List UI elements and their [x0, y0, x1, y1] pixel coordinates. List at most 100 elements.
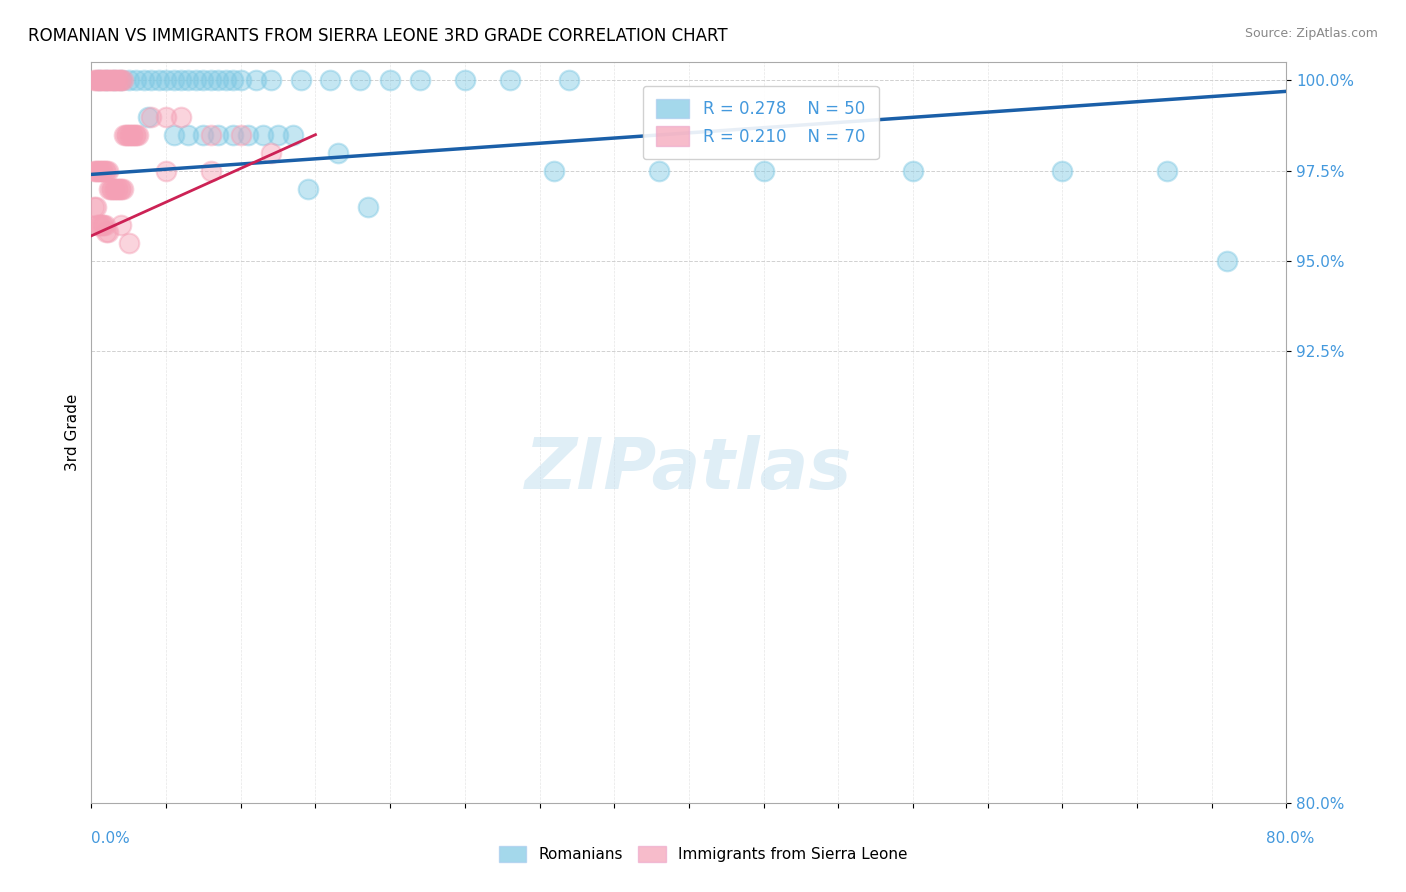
Point: [200, 73, 222, 87]
Point: [259, 73, 281, 87]
Point: [104, 73, 127, 87]
Point: [215, 73, 238, 87]
Point: [319, 73, 342, 87]
Point: [193, 128, 215, 142]
Point: [267, 128, 290, 142]
Point: [89, 73, 111, 87]
Point: [108, 182, 131, 196]
Point: [111, 73, 134, 87]
Point: [222, 73, 245, 87]
Point: [193, 73, 215, 87]
Point: [110, 182, 132, 196]
Point: [454, 73, 477, 87]
Point: [177, 73, 200, 87]
Point: [122, 128, 145, 142]
Point: [558, 73, 581, 87]
Point: [103, 73, 125, 87]
Point: [93, 163, 115, 178]
Point: [103, 73, 125, 87]
Point: [86, 163, 108, 178]
Point: [98, 182, 121, 196]
Point: [110, 218, 132, 232]
Point: [97, 225, 120, 239]
Point: [97, 73, 120, 87]
Point: [207, 73, 229, 87]
Point: [648, 163, 671, 178]
Point: [170, 73, 193, 87]
Point: [155, 110, 177, 124]
Text: ROMANIAN VS IMMIGRANTS FROM SIERRA LEONE 3RD GRADE CORRELATION CHART: ROMANIAN VS IMMIGRANTS FROM SIERRA LEONE…: [28, 27, 728, 45]
Point: [141, 73, 163, 87]
Point: [100, 73, 122, 87]
Point: [89, 218, 111, 232]
Point: [229, 128, 252, 142]
Point: [259, 145, 281, 160]
Point: [118, 73, 141, 87]
Point: [90, 163, 112, 178]
Point: [105, 73, 128, 87]
Point: [118, 235, 141, 250]
Legend: Romanians, Immigrants from Sierra Leone: Romanians, Immigrants from Sierra Leone: [492, 840, 914, 868]
Point: [107, 73, 129, 87]
Point: [90, 73, 112, 87]
Point: [101, 182, 124, 196]
Point: [121, 128, 143, 142]
Text: 0.0%: 0.0%: [91, 831, 131, 846]
Point: [125, 73, 148, 87]
Point: [87, 218, 110, 232]
Text: ZIPatlas: ZIPatlas: [526, 435, 852, 504]
Point: [87, 163, 110, 178]
Point: [132, 73, 155, 87]
Point: [93, 218, 115, 232]
Point: [124, 128, 146, 142]
Point: [1156, 163, 1178, 178]
Point: [107, 182, 129, 196]
Point: [326, 145, 349, 160]
Point: [238, 128, 260, 142]
Point: [252, 128, 274, 142]
Point: [111, 182, 134, 196]
Legend: R = 0.278    N = 50, R = 0.210    N = 70: R = 0.278 N = 50, R = 0.210 N = 70: [643, 86, 879, 159]
Y-axis label: 3rd Grade: 3rd Grade: [65, 394, 80, 471]
Point: [901, 163, 924, 178]
Point: [177, 128, 200, 142]
Text: Source: ZipAtlas.com: Source: ZipAtlas.com: [1244, 27, 1378, 40]
Point: [87, 73, 110, 87]
Point: [101, 73, 124, 87]
Point: [120, 128, 142, 142]
Point: [97, 163, 120, 178]
Point: [125, 128, 148, 142]
Point: [155, 73, 177, 87]
Point: [110, 73, 132, 87]
Point: [87, 73, 110, 87]
Point: [200, 163, 222, 178]
Point: [349, 73, 371, 87]
Point: [184, 73, 207, 87]
Point: [162, 128, 184, 142]
Point: [84, 163, 107, 178]
Point: [94, 163, 117, 178]
Point: [104, 182, 127, 196]
Point: [229, 73, 252, 87]
Point: [127, 128, 149, 142]
Point: [118, 128, 141, 142]
Point: [96, 73, 118, 87]
Point: [90, 218, 112, 232]
Point: [148, 73, 170, 87]
Point: [112, 128, 135, 142]
Point: [83, 200, 105, 214]
Point: [115, 128, 138, 142]
Point: [297, 182, 319, 196]
Point: [96, 163, 118, 178]
Point: [141, 110, 163, 124]
Point: [1052, 163, 1074, 178]
Point: [86, 218, 108, 232]
Point: [83, 163, 105, 178]
Point: [752, 163, 775, 178]
Point: [281, 128, 304, 142]
Point: [170, 110, 193, 124]
Point: [86, 73, 108, 87]
Point: [83, 73, 105, 87]
Point: [94, 218, 117, 232]
Point: [114, 128, 136, 142]
